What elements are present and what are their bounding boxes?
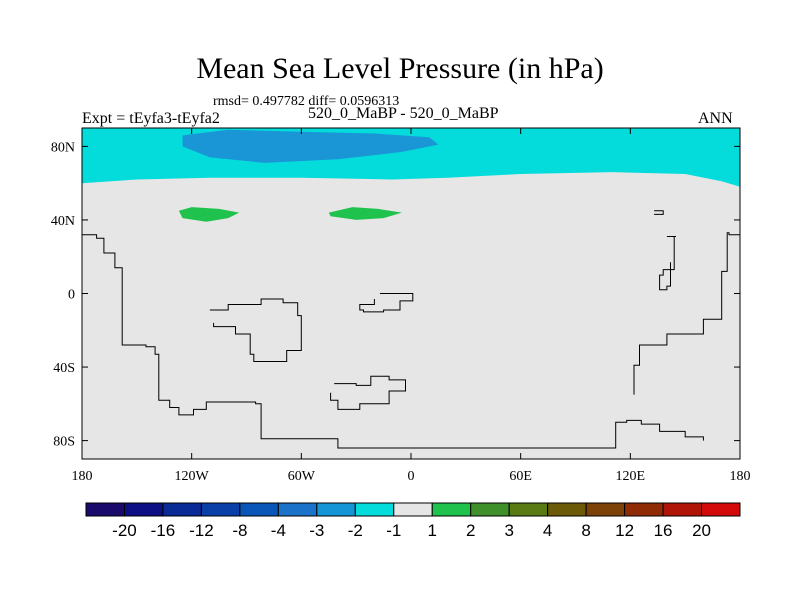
period-label: 520_0_MaBP - 520_0_MaBP <box>308 105 499 122</box>
colorbar-label: -3 <box>309 521 324 540</box>
y-tick-label: 40N <box>51 214 75 229</box>
coastline-6 <box>633 232 740 395</box>
x-tick-label: 0 <box>408 469 415 484</box>
x-tick-label: 120E <box>616 469 646 484</box>
colorbar-label: -16 <box>151 521 176 540</box>
colorbar-swatch <box>200 502 241 517</box>
green-anomaly-west <box>178 207 240 222</box>
arctic-blue-patch <box>182 129 439 163</box>
coastline-1 <box>209 298 302 362</box>
coastline-5 <box>659 236 676 291</box>
colorbar-swatch <box>123 502 164 517</box>
colorbar-label: 4 <box>543 521 552 540</box>
colorbar-label: -12 <box>189 521 214 540</box>
y-tick-label: 0 <box>68 288 75 303</box>
colorbar-swatch <box>508 502 549 517</box>
colorbar-swatch <box>470 502 510 517</box>
colorbar-label: 8 <box>581 521 590 540</box>
colorbar-swatch <box>393 502 433 517</box>
stats-text: rmsd= 0.497782 diff= 0.0596313 <box>213 94 400 109</box>
colorbar-label: -1 <box>386 521 401 540</box>
colorbar-swatch <box>354 502 395 517</box>
coastline-2 <box>359 293 414 313</box>
colorbar-label: 16 <box>654 521 673 540</box>
colorbar-swatch <box>162 502 202 517</box>
x-tick-label: 180 <box>72 469 93 484</box>
experiment-label: Expt = tEyfa3-tEyfa2 <box>82 110 220 127</box>
colorbar-swatch <box>239 502 279 517</box>
x-tick-label: 60E <box>509 469 532 484</box>
x-tick-label: 60W <box>288 469 316 484</box>
colorbar-swatch <box>316 502 356 517</box>
colorbar-label: 3 <box>504 521 513 540</box>
colorbar-label: 20 <box>692 521 711 540</box>
colorbar-swatch <box>662 502 703 517</box>
colorbar-swatch <box>85 502 125 517</box>
season-label: ANN <box>698 110 733 127</box>
colorbar-label: -4 <box>271 521 286 540</box>
colorbar-swatch <box>585 502 626 517</box>
coastline-3 <box>330 375 406 410</box>
colorbar-label: -8 <box>232 521 247 540</box>
colorbar-swatch <box>547 502 587 517</box>
x-tick-label: 180 <box>730 469 751 484</box>
colorbar-swatch <box>701 502 741 517</box>
colorbar-swatch <box>277 502 318 517</box>
colorbar-label: 2 <box>466 521 475 540</box>
coastline-0 <box>82 234 704 449</box>
green-anomaly-central <box>328 207 402 220</box>
chart-title: Mean Sea Level Pressure (in hPa) <box>196 52 604 85</box>
colorbar-label: -2 <box>348 521 363 540</box>
colorbar-label: -20 <box>112 521 137 540</box>
colorbar-label: 1 <box>428 521 437 540</box>
colorbar-label: 12 <box>615 521 634 540</box>
colorbar-swatch <box>624 502 664 517</box>
coastline-4 <box>654 210 664 215</box>
y-tick-label: 40S <box>53 361 75 376</box>
y-tick-label: 80N <box>51 140 75 155</box>
colorbar-swatch <box>431 502 472 517</box>
x-tick-label: 120W <box>175 469 210 484</box>
y-tick-label: 80S <box>53 435 75 450</box>
